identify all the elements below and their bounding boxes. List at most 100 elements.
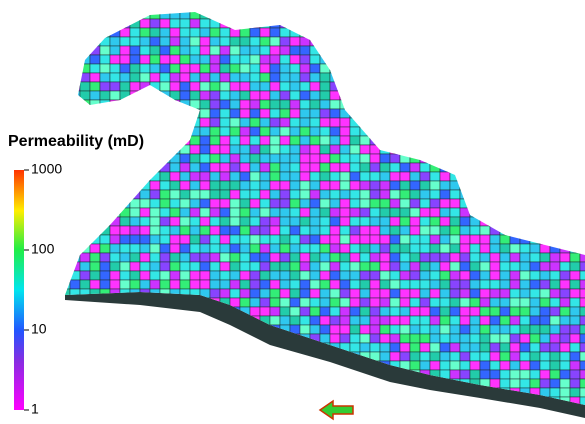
cell <box>560 28 570 37</box>
cell <box>290 73 300 82</box>
cell <box>150 127 160 136</box>
cell <box>430 253 440 262</box>
cell <box>300 298 310 307</box>
cell <box>390 10 400 19</box>
cell <box>470 253 480 262</box>
cell <box>120 262 130 271</box>
cell <box>210 343 220 352</box>
cell <box>390 280 400 289</box>
cell <box>310 208 320 217</box>
cell <box>340 397 350 406</box>
cell <box>470 307 480 316</box>
cell <box>230 91 240 100</box>
cell <box>250 361 260 370</box>
cell <box>330 298 340 307</box>
cell <box>370 289 380 298</box>
cell <box>320 19 330 28</box>
cell <box>400 154 410 163</box>
cell <box>340 379 350 388</box>
cell <box>150 352 160 361</box>
cell <box>80 199 90 208</box>
cell <box>110 352 120 361</box>
cell <box>410 316 420 325</box>
cell <box>350 109 360 118</box>
cell <box>260 109 270 118</box>
cell <box>440 154 450 163</box>
cell <box>500 163 510 172</box>
cell <box>360 388 370 397</box>
cell <box>350 217 360 226</box>
cell <box>580 91 585 100</box>
cell <box>310 289 320 298</box>
cell <box>130 190 140 199</box>
cell <box>250 100 260 109</box>
cell <box>190 361 200 370</box>
cell <box>90 199 100 208</box>
cell <box>510 100 520 109</box>
cell <box>240 37 250 46</box>
cell <box>200 64 210 73</box>
cell <box>190 370 200 379</box>
cell <box>120 388 130 397</box>
cell <box>450 334 460 343</box>
cell <box>510 280 520 289</box>
cell <box>70 181 80 190</box>
cell <box>110 226 120 235</box>
cell <box>270 181 280 190</box>
cell <box>510 145 520 154</box>
cell <box>300 82 310 91</box>
cell <box>340 199 350 208</box>
cell <box>470 109 480 118</box>
cell <box>120 379 130 388</box>
cell <box>80 253 90 262</box>
cell <box>270 370 280 379</box>
cell <box>160 37 170 46</box>
cell <box>110 64 120 73</box>
cell <box>240 397 250 406</box>
cell <box>240 91 250 100</box>
cell <box>460 64 470 73</box>
cell <box>510 73 520 82</box>
cell <box>470 199 480 208</box>
cell <box>130 226 140 235</box>
cell <box>320 172 330 181</box>
reservoir-view: Permeability (mD) 1101001000 <box>0 0 585 424</box>
cell <box>580 388 585 397</box>
cell <box>410 325 420 334</box>
cell <box>180 388 190 397</box>
cell <box>540 46 550 55</box>
cell <box>360 19 370 28</box>
cell <box>110 343 120 352</box>
cell <box>360 343 370 352</box>
cell <box>270 82 280 91</box>
cell <box>540 307 550 316</box>
cell <box>360 325 370 334</box>
cell <box>280 82 290 91</box>
cell <box>280 298 290 307</box>
cell <box>200 190 210 199</box>
cell <box>140 118 150 127</box>
cell <box>360 397 370 406</box>
cell <box>460 109 470 118</box>
cell <box>90 73 100 82</box>
cell <box>430 73 440 82</box>
cell <box>260 55 270 64</box>
cell <box>250 244 260 253</box>
cell <box>580 181 585 190</box>
cell <box>220 73 230 82</box>
cell <box>70 118 80 127</box>
cell <box>70 190 80 199</box>
cell <box>200 100 210 109</box>
cell <box>510 181 520 190</box>
cell <box>550 379 560 388</box>
cell <box>270 10 280 19</box>
cell <box>470 91 480 100</box>
cell <box>300 307 310 316</box>
cell <box>350 271 360 280</box>
cell <box>210 388 220 397</box>
cell <box>90 10 100 19</box>
cell <box>490 253 500 262</box>
cell <box>300 217 310 226</box>
cell <box>230 82 240 91</box>
cell <box>400 127 410 136</box>
